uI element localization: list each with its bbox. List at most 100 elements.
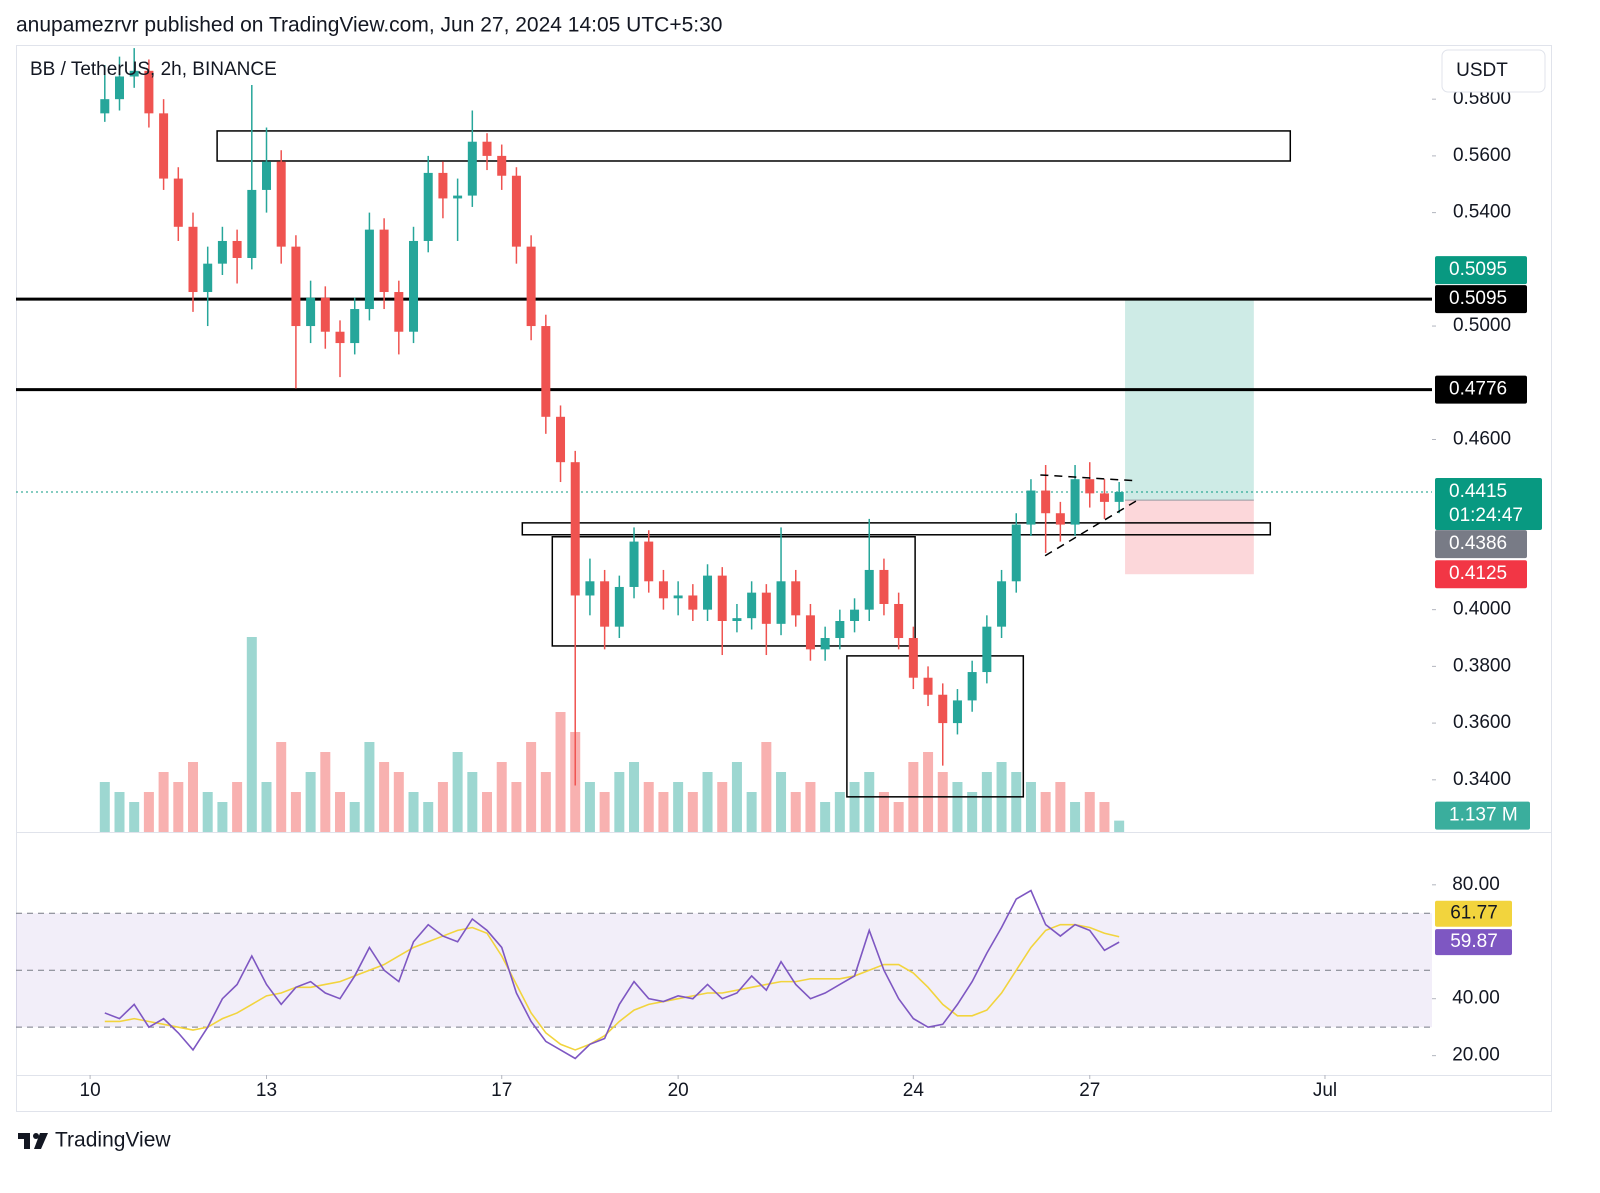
candle-body — [570, 462, 580, 596]
volume-bar — [673, 782, 684, 832]
volume-bar — [496, 762, 507, 832]
volume-bar — [364, 742, 375, 832]
volume-bar — [143, 792, 154, 832]
candle-body — [805, 615, 815, 650]
x-tick-label: 27 — [1079, 1080, 1100, 1101]
candle-body — [306, 297, 316, 327]
candle-body — [879, 569, 889, 604]
candle-body — [291, 246, 301, 327]
volume-bar — [614, 772, 625, 832]
price-tag — [1435, 530, 1527, 559]
axes: 10 13 17 20 24 27 Jul 0.3400 0.3600 0.3800 0.4000 0… — [80, 88, 1542, 1101]
volume-bar — [967, 792, 978, 832]
target-zone — [1125, 299, 1254, 501]
currency[interactable]: USDT — [1456, 60, 1508, 81]
volume-bar — [305, 772, 316, 832]
candle-body — [938, 694, 948, 724]
candle-body — [850, 609, 860, 621]
y-tick-label: 0.5400 — [1453, 202, 1511, 223]
volume-bar — [937, 772, 948, 832]
volume-bar — [511, 782, 522, 832]
candle-body — [703, 575, 713, 610]
candle-body — [129, 70, 139, 77]
volume-bar — [864, 772, 875, 832]
volume-bar — [1114, 820, 1125, 832]
price-tag — [1435, 560, 1527, 589]
candle-body — [114, 76, 124, 100]
volume-bar — [1011, 772, 1022, 832]
volume-bar — [687, 792, 698, 832]
price-tag-label: 0.5095 — [1449, 259, 1507, 280]
candle-body — [1011, 524, 1021, 582]
price-tag — [1435, 285, 1527, 314]
volume-bar — [99, 782, 110, 832]
candle-body — [600, 581, 610, 627]
volume-bar — [717, 782, 728, 832]
candle-body — [629, 541, 639, 587]
currency-button[interactable] — [1441, 49, 1546, 93]
candle-body — [335, 331, 345, 344]
x-tick-label: 20 — [668, 1080, 689, 1101]
candle-body — [982, 626, 992, 673]
volume-bar — [232, 782, 243, 832]
candle-body — [379, 229, 389, 293]
volume-bar — [437, 782, 448, 832]
candle-body — [453, 195, 463, 199]
volume-bar — [820, 802, 831, 832]
y-tick-label: 0.3800 — [1453, 655, 1511, 676]
candle-body — [364, 229, 374, 310]
candle-body — [1026, 490, 1036, 525]
candle-body — [717, 575, 727, 621]
candle-body — [1055, 513, 1065, 525]
trendline — [1040, 474, 1139, 482]
candle-body — [923, 677, 933, 695]
candle-body — [908, 638, 918, 678]
rsi-tag — [1435, 929, 1512, 956]
x-tick-label: Jul — [1313, 1080, 1337, 1101]
candle-body — [1070, 479, 1080, 525]
y-tick-label: 0.4000 — [1453, 599, 1511, 620]
price-pane — [16, 48, 1432, 832]
zone-box — [216, 130, 1292, 162]
rsi-tick-label: 40.00 — [1452, 988, 1500, 1009]
volume-bar — [335, 792, 346, 832]
candle-body — [864, 569, 874, 610]
candle-body — [497, 155, 507, 176]
candle-body — [232, 240, 242, 258]
volume-bar — [261, 782, 272, 832]
volume-bar — [878, 792, 889, 832]
candle-body — [203, 263, 213, 293]
volume-bar — [761, 742, 772, 832]
volume-bar — [408, 792, 419, 832]
rsi-tag-label: 59.87 — [1450, 931, 1498, 952]
candle-body — [409, 240, 419, 332]
rsi-tick-label: 80.00 — [1452, 874, 1500, 895]
volume-bar — [114, 792, 125, 832]
candle-body — [276, 161, 286, 247]
candle-body — [894, 603, 904, 639]
volume-bar — [1055, 782, 1066, 832]
candle-body — [747, 592, 757, 619]
candle-body — [1114, 491, 1124, 502]
countdown: 01:24:47 — [1449, 505, 1523, 526]
price-tag-label: 0.4415 — [1449, 481, 1507, 502]
candle-body — [467, 141, 477, 196]
volume-bar — [379, 762, 390, 832]
candle-body — [100, 99, 110, 114]
candle-body — [1099, 493, 1109, 502]
volume-bar — [467, 772, 478, 832]
candle-body — [350, 309, 360, 344]
price-tag-label: 0.4776 — [1449, 379, 1507, 400]
volume-bar — [276, 742, 287, 832]
candle-body — [438, 172, 448, 199]
volume-bar — [776, 772, 787, 832]
volume-bar — [129, 802, 140, 832]
candle-body — [820, 638, 830, 650]
zone-box — [846, 655, 1025, 798]
candle-body — [320, 297, 330, 332]
x-tick-label: 13 — [256, 1080, 277, 1101]
candle-body — [585, 581, 595, 596]
candle-body — [614, 586, 624, 627]
